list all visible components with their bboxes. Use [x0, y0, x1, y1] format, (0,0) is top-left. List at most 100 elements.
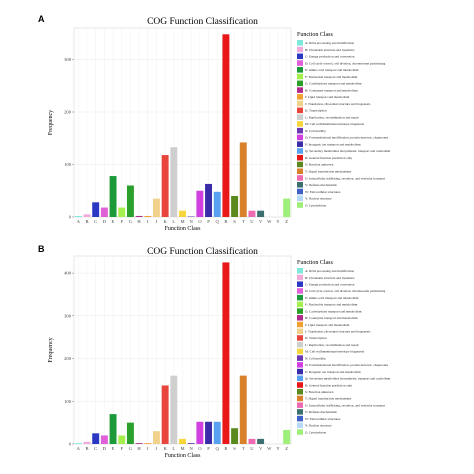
bar-d: [100, 435, 108, 444]
legend-label: N: Cell motility: [305, 129, 326, 133]
legend: A: RNA processing and modification B: Chr…: [297, 40, 391, 208]
legend-label: M: Cell wall/membrane/envelope biogenesi…: [305, 122, 365, 126]
x-tick-label: O: [198, 219, 202, 224]
legend-label: Y: Nuclear structure: [305, 197, 332, 201]
legend-label: L: Replication, recombination and repair: [305, 343, 360, 348]
legend-label: Z: Cytoskeleton: [305, 430, 327, 434]
y-tick-label: 0: [69, 442, 72, 447]
legend-swatch: [297, 141, 303, 147]
y-tick-label: 200: [64, 110, 72, 115]
x-tick-label: L: [172, 446, 175, 451]
legend-swatch: [297, 168, 303, 174]
x-tick-label: A: [77, 446, 81, 451]
legend-swatch: [297, 175, 303, 181]
x-tick-label: G: [129, 219, 133, 224]
legend-swatch: [297, 335, 303, 341]
x-tick-label: V: [259, 219, 263, 224]
x-tick-label: H: [137, 446, 141, 451]
legend-label: C: Energy production and conversion: [305, 282, 355, 286]
x-axis-title: Function Class: [165, 453, 202, 459]
legend-swatch: [297, 415, 303, 422]
bar-p: [205, 421, 213, 444]
legend-swatch: [297, 67, 303, 73]
legend-label: A: RNA processing and modification: [305, 41, 354, 45]
legend-label: Q: Secondary metabolites biosynthesis, t…: [305, 149, 391, 154]
legend-swatch: [297, 355, 303, 361]
bar-h: [135, 215, 143, 217]
legend-label: Z: Cytoskeleton: [305, 203, 327, 207]
x-tick-label: I: [147, 219, 149, 224]
bar-v: [257, 438, 265, 444]
x-tick-label: J: [156, 219, 158, 224]
x-tick-label: L: [172, 219, 175, 224]
x-axis-title: Function Class: [165, 226, 202, 232]
bar-k: [161, 155, 169, 217]
bar-l: [170, 375, 178, 444]
legend-swatch: [297, 134, 303, 141]
legend-swatch: [297, 202, 303, 208]
legend-swatch: [297, 382, 303, 388]
legend-label: U: Intracellular trafficking, secretion,…: [305, 176, 385, 181]
legend-label: B: Chromatin structure and dynamics: [305, 276, 355, 280]
x-tick-label: Z: [285, 446, 288, 451]
legend-label: M: Cell wall/membrane/envelope biogenesi…: [305, 350, 365, 354]
x-tick-label: E: [112, 219, 115, 224]
bar-q: [213, 191, 221, 217]
x-tick-label: G: [129, 446, 133, 451]
x-tick-label: I: [147, 446, 149, 451]
y-tick-label: 0: [69, 215, 72, 220]
x-tick-label: S: [233, 446, 236, 451]
legend-swatch: [297, 402, 303, 408]
legend-swatch: [297, 195, 303, 202]
panel-label: A: [38, 14, 45, 24]
legend-swatch: [297, 107, 303, 114]
x-tick-label: U: [250, 219, 254, 224]
legend-swatch: [297, 154, 303, 161]
panel-label: B: [38, 244, 45, 254]
y-tick-label: 200: [64, 356, 72, 361]
bar-n: [187, 443, 195, 444]
legend-swatch: [297, 301, 303, 308]
legend-label: O: Posttranslational modification, prote…: [305, 363, 389, 368]
legend-label: R: General function prediction only: [305, 156, 352, 160]
legend-label: G: Carbohydrate transport and metabolism: [305, 309, 362, 313]
chart-title: COG Function Classification: [147, 246, 258, 257]
x-tick-label: U: [250, 446, 254, 451]
legend-label: D: Cell cycle control, cell division, ch…: [305, 61, 386, 66]
y-axis-title: Frequency: [48, 337, 54, 362]
legend-swatch: [297, 46, 303, 53]
legend-label: E: Amino acid transport and metabolism: [305, 68, 359, 72]
x-tick-label: E: [112, 446, 115, 451]
x-tick-label: O: [198, 446, 202, 451]
bar-s: [231, 196, 239, 217]
x-tick-label: D: [103, 219, 107, 224]
bar-t: [239, 375, 247, 444]
y-tick-label: 100: [64, 162, 72, 167]
legend-label: K: Transcription: [305, 336, 327, 340]
bar-b: [83, 441, 91, 444]
legend-label: F: Nucleotide transport and metabolism: [305, 303, 358, 307]
chart-panel-b: B COG Function Classification 0 100 200 300 40…: [38, 244, 391, 459]
bar-m: [179, 210, 186, 217]
x-tick-label: N: [190, 219, 194, 224]
legend-label: V: Defense mechanisms: [305, 183, 338, 187]
legend-swatch: [297, 161, 303, 168]
legend-swatch: [297, 188, 303, 195]
x-tick-label: F: [120, 446, 123, 451]
chart-title: COG Function Classification: [147, 16, 258, 27]
legend-swatch: [297, 429, 303, 435]
legend-title: Function Class: [297, 260, 334, 266]
legend-swatch: [297, 181, 303, 188]
legend-swatch: [297, 308, 303, 314]
bar-i: [144, 443, 152, 444]
bar-u: [248, 438, 256, 444]
x-tick-label: S: [233, 219, 236, 224]
x-tick-label: K: [163, 446, 167, 451]
bar-a: [74, 215, 82, 217]
bar-u: [248, 210, 256, 217]
x-tick-label: C: [94, 446, 97, 451]
bar-f: [118, 207, 126, 217]
legend-swatch: [297, 274, 303, 281]
